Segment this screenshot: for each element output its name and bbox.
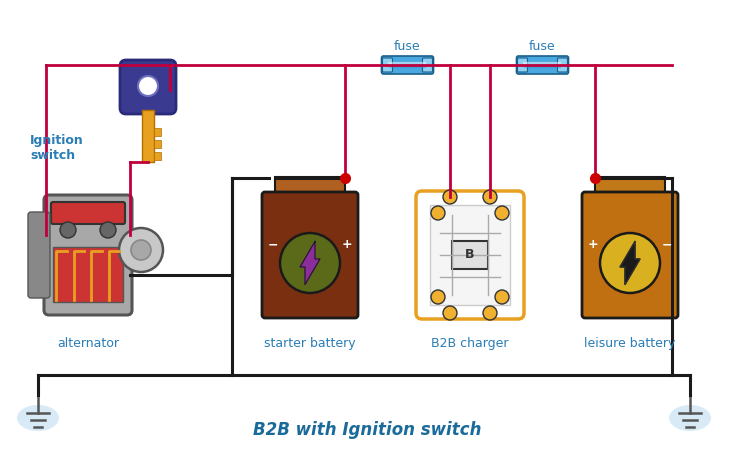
Text: −: − (662, 238, 673, 252)
Circle shape (280, 233, 340, 293)
FancyBboxPatch shape (452, 241, 488, 269)
Circle shape (495, 290, 509, 304)
Circle shape (483, 190, 497, 204)
Text: B2B charger: B2B charger (431, 337, 509, 350)
Text: starter battery: starter battery (264, 337, 356, 350)
FancyBboxPatch shape (28, 212, 50, 298)
Bar (154, 128, 161, 136)
Circle shape (131, 240, 151, 260)
Text: fuse: fuse (394, 40, 421, 54)
Text: B: B (465, 248, 475, 261)
FancyBboxPatch shape (53, 247, 123, 302)
Text: +: + (342, 238, 352, 252)
FancyBboxPatch shape (582, 192, 678, 318)
Circle shape (443, 190, 457, 204)
Ellipse shape (17, 405, 59, 431)
FancyBboxPatch shape (44, 195, 132, 315)
FancyBboxPatch shape (120, 60, 176, 114)
Bar (154, 140, 161, 148)
FancyBboxPatch shape (416, 191, 524, 319)
Ellipse shape (669, 405, 711, 431)
FancyBboxPatch shape (430, 205, 510, 305)
FancyBboxPatch shape (275, 177, 345, 195)
FancyBboxPatch shape (558, 58, 567, 72)
Text: leisure battery: leisure battery (584, 337, 675, 350)
Text: −: − (268, 238, 279, 252)
Circle shape (495, 206, 509, 220)
Circle shape (100, 222, 116, 238)
FancyBboxPatch shape (51, 202, 125, 224)
Text: Ignition
switch: Ignition switch (30, 134, 84, 162)
Text: alternator: alternator (57, 337, 119, 350)
FancyBboxPatch shape (595, 177, 665, 195)
FancyBboxPatch shape (423, 58, 432, 72)
Text: B2B with Ignition switch: B2B with Ignition switch (253, 421, 481, 439)
Polygon shape (300, 241, 320, 284)
FancyBboxPatch shape (517, 58, 528, 72)
Circle shape (600, 233, 660, 293)
Circle shape (60, 222, 76, 238)
FancyBboxPatch shape (381, 56, 434, 74)
Text: +: + (588, 238, 598, 252)
FancyBboxPatch shape (517, 56, 568, 74)
FancyBboxPatch shape (262, 192, 358, 318)
FancyBboxPatch shape (382, 58, 392, 72)
Bar (154, 152, 161, 160)
Bar (142, 110, 154, 162)
Circle shape (431, 206, 445, 220)
Circle shape (431, 290, 445, 304)
Circle shape (443, 306, 457, 320)
Polygon shape (620, 241, 640, 284)
Circle shape (138, 76, 158, 96)
Circle shape (119, 228, 163, 272)
Circle shape (483, 306, 497, 320)
Text: fuse: fuse (529, 40, 556, 54)
